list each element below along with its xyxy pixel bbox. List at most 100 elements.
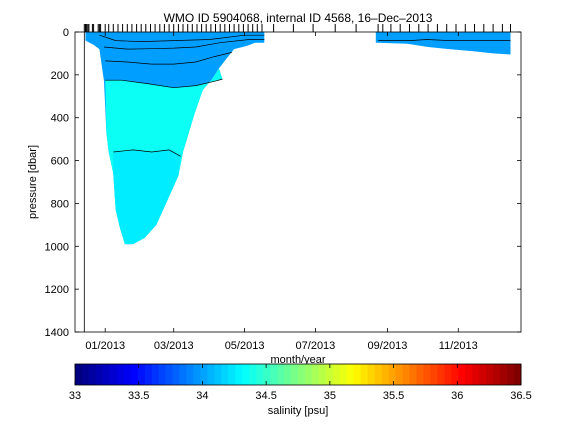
x-tick-label: 11/2013 — [439, 340, 478, 352]
colorbar-tick-label: 35.5 — [383, 390, 404, 402]
colorbar-swatch — [430, 364, 438, 385]
colorbar-swatch — [102, 364, 111, 385]
plot-frame — [74, 31, 522, 333]
plot-area — [85, 32, 511, 245]
colorbar-swatch — [402, 364, 410, 385]
colorbar-swatch — [360, 364, 369, 385]
x-axis-label: month/year — [270, 354, 325, 366]
y-axis-label: pressure [dbar] — [27, 145, 39, 219]
colorbar-swatch — [144, 364, 153, 385]
colorbar-swatch — [263, 364, 271, 385]
colorbar-swatch — [458, 364, 466, 385]
colorbar-swatch — [81, 364, 90, 385]
colorbar-tick-label: 36 — [451, 390, 463, 402]
colorbar-swatch — [479, 364, 487, 385]
colorbar-swatch — [172, 364, 180, 385]
colorbar-swatch — [116, 364, 125, 385]
colorbar-swatch — [304, 364, 313, 385]
colorbar-tick-label: 34.5 — [255, 390, 276, 402]
colorbar-swatch — [451, 364, 459, 385]
colorbar-swatch — [486, 364, 494, 385]
colorbar-swatch — [416, 364, 424, 385]
colorbar-swatch — [291, 364, 299, 385]
colorbar-swatch — [228, 364, 236, 385]
colorbar-swatch — [423, 364, 431, 385]
x-tick-label: 01/2013 — [85, 340, 125, 352]
colorbar-swatch — [374, 364, 383, 385]
colorbar-swatch — [381, 364, 389, 385]
colorbar-swatch — [444, 364, 452, 385]
colorbar-tick-label: 33 — [69, 390, 81, 402]
colorbar-swatch — [270, 364, 278, 385]
contour-line — [105, 52, 232, 65]
colorbar-tick-label: 36.5 — [510, 390, 531, 402]
colorbar-swatch — [193, 364, 201, 385]
colorbar: 33 33.5 34 34.5 35 35.5 36 36.5 — [69, 363, 532, 402]
colorbar-swatch — [123, 364, 132, 385]
colorbar-swatch — [88, 364, 97, 385]
x-axis: 01/2013 03/2013 05/2013 07/2013 09/2013 11/20… — [85, 32, 478, 352]
colorbar-swatch — [151, 364, 160, 385]
colorbar-swatch — [200, 364, 208, 385]
colorbar-swatch — [507, 364, 515, 385]
colorbar-swatch — [311, 364, 320, 385]
colorbar-swatch — [332, 364, 341, 385]
colorbar-label: salinity [psu] — [268, 405, 329, 417]
colorbar-swatch — [95, 364, 104, 385]
colorbar-swatch — [437, 364, 445, 385]
colorbar-swatch — [465, 364, 473, 385]
y-tick-label: 600 — [51, 156, 69, 168]
colorbar-swatch — [165, 364, 173, 385]
profile-markers — [83, 24, 511, 332]
colorbar-swatch — [235, 364, 243, 385]
colorbar-swatch — [109, 364, 118, 385]
colorbar-swatch — [325, 364, 334, 385]
y-tick-label: 1200 — [45, 284, 69, 296]
colorbar-swatch — [130, 364, 139, 385]
colorbar-swatch — [277, 364, 285, 385]
colorbar-swatch — [298, 364, 306, 385]
x-tick-label: 03/2013 — [154, 340, 194, 352]
colorbar-swatch — [472, 364, 480, 385]
colorbar-swatch — [409, 364, 417, 385]
colorbar-swatch — [186, 364, 194, 385]
colorbar-tick-label: 35 — [324, 390, 336, 402]
colorbar-tick-label: 33.5 — [128, 390, 149, 402]
colorbar-swatch — [249, 364, 257, 385]
colorbar-swatch — [284, 364, 292, 385]
colorbar-swatch — [395, 364, 403, 385]
colorbar-swatch — [514, 364, 522, 385]
colorbar-swatch — [214, 364, 222, 385]
colorbar-swatch — [346, 364, 355, 385]
colorbar-swatch — [256, 364, 264, 385]
colorbar-swatch — [353, 364, 362, 385]
contour-line — [378, 39, 511, 41]
x-tick-label: 07/2013 — [296, 340, 336, 352]
colorbar-swatch — [137, 364, 146, 385]
y-tick-label: 1400 — [45, 327, 69, 339]
colorbar-swatch — [179, 364, 187, 385]
colorbar-swatch — [158, 364, 166, 385]
y-tick-label: 200 — [51, 70, 69, 82]
y-axis: 0 200 400 600 800 1000 1200 1400 — [45, 27, 521, 339]
colorbar-swatch — [221, 364, 229, 385]
contour-line — [105, 78, 223, 89]
colorbar-swatch — [339, 364, 348, 385]
y-tick-label: 1000 — [45, 241, 69, 253]
x-tick-label: 09/2013 — [368, 340, 408, 352]
chart-title: WMO ID 5904068, internal ID 4568, 16–Dec… — [164, 11, 433, 25]
x-tick-label: 05/2013 — [225, 340, 265, 352]
colorbar-swatch — [75, 364, 83, 385]
contour-line — [103, 39, 265, 50]
salinity-field-autumn — [375, 32, 511, 55]
colorbar-swatch — [388, 364, 396, 385]
colorbar-swatch — [242, 364, 250, 385]
colorbar-swatch — [500, 364, 508, 385]
colorbar-swatch — [318, 364, 327, 385]
colorbar-swatch — [493, 364, 501, 385]
colorbar-swatch — [207, 364, 215, 385]
y-tick-label: 0 — [63, 27, 69, 39]
contour-line — [113, 149, 181, 157]
